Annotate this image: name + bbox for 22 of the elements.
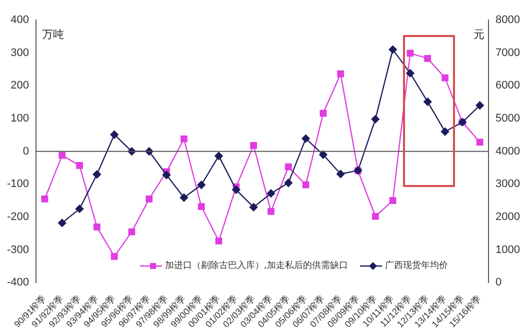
y-tick-label: 200: [10, 80, 30, 92]
y2-tick-label: 4000: [496, 145, 520, 158]
y2-tick-label: 2000: [496, 211, 520, 224]
y-tick-label: -400: [6, 276, 30, 289]
y2-tick-label: 1000: [496, 244, 520, 256]
y-tick-label: 100: [10, 112, 30, 125]
y2-axis-title: 元: [474, 28, 485, 41]
y2-tick-label: 8000: [496, 14, 520, 26]
legend-label: 加进口（剔除古巴入库）,加走私后的供需缺口: [165, 260, 348, 272]
y-tick-label: 400: [10, 14, 30, 26]
y2-tick-label: 5000: [496, 112, 520, 125]
y-tick-label: 300: [10, 46, 30, 59]
y-tick-label: 0: [22, 145, 30, 158]
legend-label: 广西现货年均价: [384, 260, 448, 272]
y2-tick-label: 6000: [496, 80, 520, 92]
y-tick-label: -200: [6, 211, 30, 224]
y2-tick-label: 7000: [496, 46, 520, 59]
y-tick-label: -300: [6, 244, 30, 256]
y2-tick-label: 0: [496, 276, 502, 289]
y2-tick-label: 3000: [496, 178, 520, 190]
y-axis-title: 万吨: [42, 28, 64, 41]
y-tick-label: -100: [6, 178, 30, 190]
